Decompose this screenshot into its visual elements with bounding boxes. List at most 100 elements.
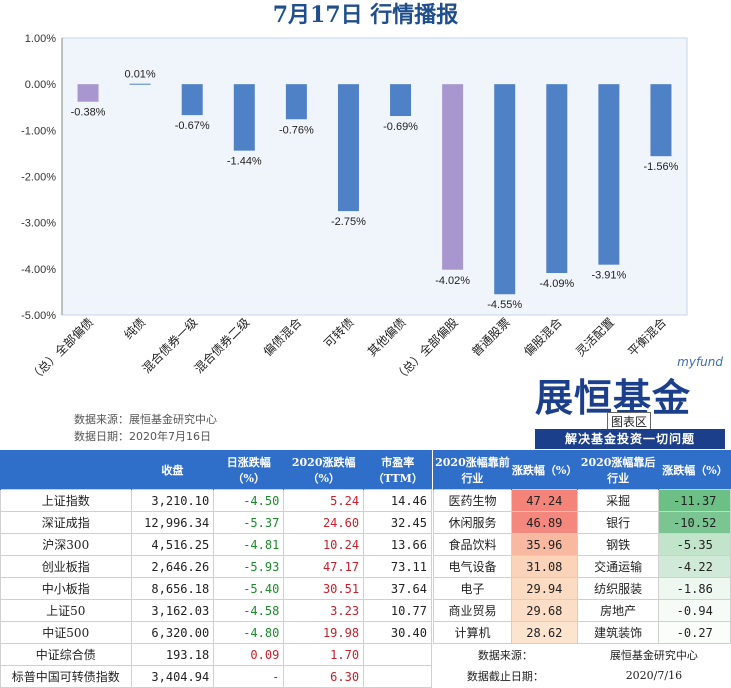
index-year-change: 10.24 [283, 533, 365, 556]
data-label: -0.38% [71, 107, 106, 119]
header-bottom-industry: 2020涨幅靠后行业 [576, 450, 659, 490]
bar [181, 84, 203, 116]
x-tick-label: 普通股票 [469, 315, 513, 359]
index-day-change: -5.93 [213, 555, 285, 578]
top-industry-pct: 35.96 [510, 533, 578, 556]
index-row: 中小板指 8,656.18 -5.40 30.51 37.64 [0, 577, 432, 600]
bar [337, 84, 359, 212]
index-row: 标普中国可转债指数 3,404.94-6.30 [0, 665, 432, 688]
top-industry-name: 食品饮料 [433, 533, 512, 556]
index-day-change: -4.50 [213, 489, 285, 512]
header-year-change: 2020涨跌幅（%） [283, 450, 364, 490]
index-pe: 14.46 [363, 489, 432, 512]
index-row: 上证指数 3,210.10 -4.50 5.24 14.46 [0, 489, 432, 512]
index-row: 创业板指 2,646.26 -5.93 47.17 73.11 [0, 555, 432, 578]
index-name: 沪深300 [0, 533, 132, 556]
top-industry-name: 休闲服务 [433, 511, 512, 534]
index-close: 8,656.18 [130, 577, 215, 600]
x-tick-label: 平衡混合 [625, 315, 670, 360]
bottom-industry-pct: -0.27 [658, 621, 731, 644]
y-tick-label: -4.00% [21, 264, 56, 276]
index-day-change: -4.81 [213, 533, 285, 556]
index-year-change: 3.23 [283, 599, 365, 622]
bottom-industry-name: 采掘 [576, 489, 660, 512]
industry-row: 医药生物 47.24 采掘 -11.37 [433, 489, 731, 512]
data-label: 0.01% [125, 69, 156, 81]
index-close: 3,404.94 [130, 665, 215, 688]
bottom-industry-name: 交通运输 [576, 555, 660, 578]
bottom-industry-name: 房地产 [576, 599, 660, 622]
date-note: 数据日期：2020年7月16日 [74, 430, 211, 443]
index-table: 收盘 日涨跌幅（%） 2020涨跌幅（%） 市盈率（TTM） 上证指数 3,210… [0, 450, 432, 688]
index-pe: 37.64 [363, 577, 432, 600]
industry-table: 2020涨幅靠前行业 涨跌幅（%） 2020涨幅靠后行业 涨跌幅（%） 医药生物… [433, 450, 731, 686]
footer-date-label: 数据截止日期： [466, 669, 544, 683]
index-day-change: -5.37 [213, 511, 285, 534]
bottom-industry-name: 钢铁 [576, 533, 660, 556]
bottom-industry-name: 银行 [576, 511, 660, 534]
x-tick-label: 偏债混合 [260, 315, 305, 360]
data-label: -0.76% [279, 124, 314, 136]
data-label: -4.09% [539, 278, 574, 290]
data-label: -4.55% [487, 299, 522, 311]
index-year-change: 6.30 [283, 665, 365, 688]
header-top-pct: 涨跌幅（%） [510, 450, 577, 490]
brand-logo: myfund 展恒基金 图表区 解决基金投资一切问题 [535, 355, 731, 449]
y-tick-label: -3.00% [21, 218, 56, 230]
bottom-industry-pct: -11.37 [658, 489, 731, 512]
footer-source-label: 数据来源： [477, 648, 533, 662]
bar [598, 84, 620, 265]
footer-source-value: 展恒基金研究中心 [609, 648, 698, 662]
index-day-change: - [213, 665, 285, 688]
bottom-industry-pct: -10.52 [658, 511, 731, 534]
bar [650, 84, 672, 157]
page-title: 7月17日 行情播报 [272, 2, 459, 28]
index-row: 沪深300 4,516.25 -4.81 10.24 13.66 [0, 533, 432, 556]
logo-myfund-text: myfund [677, 355, 723, 369]
index-name: 中证综合债 [0, 643, 132, 666]
x-tick-label: 纯债 [121, 315, 148, 342]
bar [77, 84, 99, 102]
bar [129, 83, 151, 85]
bottom-industry-name: 建筑装饰 [576, 621, 660, 644]
header-bottom-pct: 涨跌幅（%） [658, 450, 731, 490]
top-industry-name: 电子 [433, 577, 512, 600]
bar-series [77, 83, 672, 295]
x-tick-label: （总）全部偏债 [26, 315, 96, 385]
industry-row: 休闲服务 46.89 银行 -10.52 [433, 511, 731, 534]
top-industry-pct: 29.94 [510, 577, 578, 600]
index-name: 深证成指 [0, 511, 132, 534]
data-label: -1.44% [227, 156, 262, 168]
header-top-industry: 2020涨幅靠前行业 [433, 450, 512, 490]
data-label: -1.56% [644, 161, 679, 173]
header-name [0, 450, 132, 490]
bar [285, 84, 307, 120]
x-tick-label: 偏股混合 [520, 315, 565, 360]
bottom-industry-pct: -4.22 [658, 555, 731, 578]
top-industry-name: 计算机 [433, 621, 512, 644]
header-close: 收盘 [130, 450, 214, 490]
index-year-change: 19.98 [283, 621, 365, 644]
top-industry-pct: 47.24 [510, 489, 578, 512]
index-pe [363, 643, 432, 666]
index-row: 中证500 6,320.00 -4.80 19.98 30.40 [0, 621, 432, 644]
industry-row: 食品饮料 35.96 钢铁 -5.35 [433, 533, 731, 556]
index-row: 深证成指 12,996.34 -5.37 24.60 32.45 [0, 511, 432, 534]
data-label: -3.91% [591, 270, 626, 282]
index-day-change: -5.40 [213, 577, 285, 600]
header-day-change: 日涨跌幅（%） [213, 450, 284, 490]
bottom-industry-pct: -1.86 [658, 577, 731, 600]
index-pe: 32.45 [363, 511, 432, 534]
data-label: -0.67% [175, 120, 210, 132]
data-label: -4.02% [435, 275, 470, 287]
y-tick-label: -5.00% [21, 310, 56, 322]
top-industry-pct: 28.62 [510, 621, 578, 644]
index-name: 创业板指 [0, 555, 132, 578]
industry-row: 商业贸易 29.68 房地产 -0.94 [433, 599, 731, 622]
index-year-change: 30.51 [283, 577, 365, 600]
bar [442, 84, 464, 270]
industry-row: 电子 29.94 纺织服装 -1.86 [433, 577, 731, 600]
index-close: 6,320.00 [130, 621, 215, 644]
x-tick-label: 灵活配置 [573, 315, 617, 359]
data-label: -0.69% [383, 121, 418, 133]
